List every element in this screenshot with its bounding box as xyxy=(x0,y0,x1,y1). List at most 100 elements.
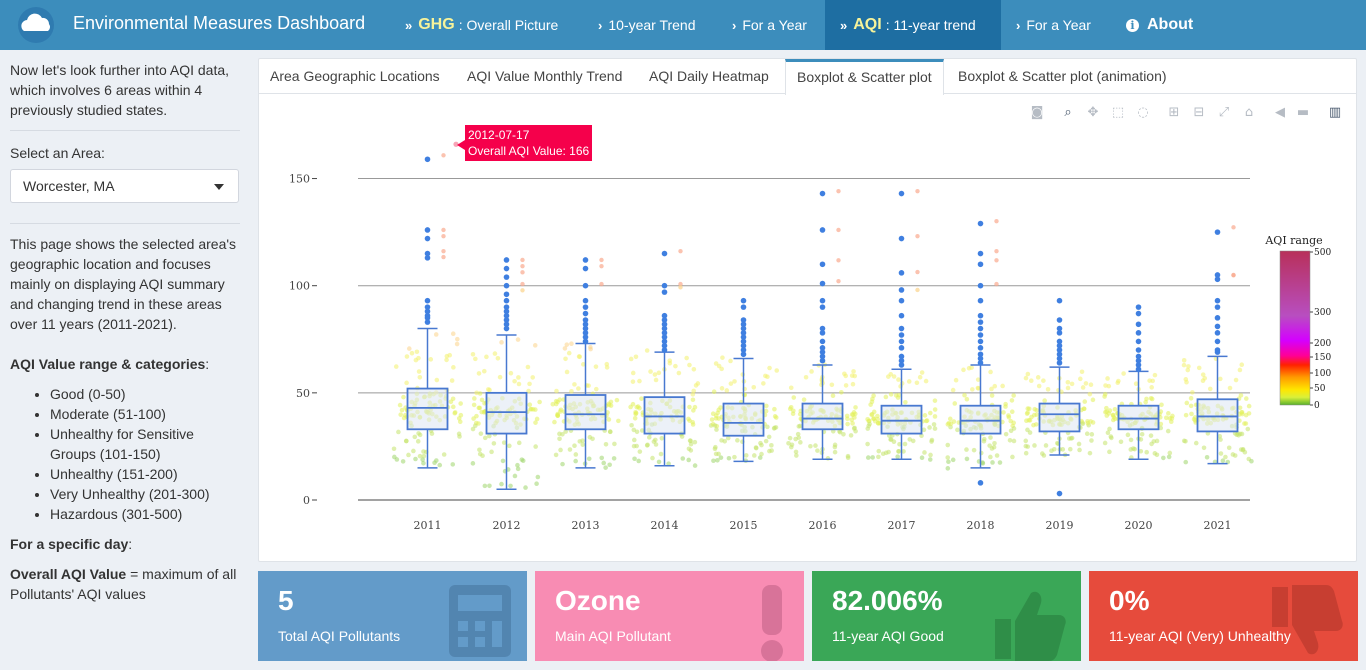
scatter-point xyxy=(1079,369,1085,375)
outlier-point xyxy=(740,317,747,323)
tab-bar: Area Geographic Locations AQI Value Month… xyxy=(259,59,1356,95)
scatter-point xyxy=(1181,358,1187,363)
scatter-point xyxy=(644,443,650,448)
scatter-point xyxy=(980,460,985,465)
scatter-point xyxy=(631,427,637,433)
scatter-point xyxy=(798,440,803,445)
scatter-point xyxy=(981,436,987,442)
scatter-point xyxy=(1183,377,1189,382)
scatter-point xyxy=(788,385,794,391)
scatter-point xyxy=(722,438,728,444)
outlier-point xyxy=(1214,229,1221,235)
nav-item-0[interactable]: » GHG: Overall Picture xyxy=(390,0,583,50)
lasso-icon[interactable]: ◌ xyxy=(1137,105,1149,120)
pan-icon[interactable]: ✥ xyxy=(1087,105,1099,120)
scatter-point xyxy=(441,248,446,254)
scatter-point xyxy=(1165,428,1171,434)
scatter-point xyxy=(573,452,579,457)
scatter-point xyxy=(1060,447,1066,452)
zoom-icon[interactable]: ⌕ xyxy=(1064,105,1072,120)
camera-icon[interactable]: ◙ xyxy=(1030,105,1044,120)
outlier-point xyxy=(1214,323,1221,330)
tab-2[interactable]: AQI Daily Heatmap xyxy=(649,68,769,84)
scatter-point xyxy=(684,355,689,361)
tab-4[interactable]: Boxplot & Scatter plot (animation) xyxy=(958,68,1167,84)
scatter-point xyxy=(479,397,485,403)
autoscale-icon[interactable]: ⤢ xyxy=(1218,105,1230,120)
tab-1[interactable]: AQI Value Monthly Trend xyxy=(467,68,623,84)
zoom-out-icon[interactable]: ⊟ xyxy=(1193,105,1205,120)
category-item: Good (0-50) xyxy=(50,384,240,404)
outlier-point xyxy=(661,282,668,289)
scatter-point xyxy=(477,391,483,396)
scatter-point xyxy=(533,444,538,449)
zoom-in-icon[interactable]: ⊞ xyxy=(1168,105,1180,120)
scatter-point xyxy=(971,447,977,453)
scatter-point xyxy=(644,348,650,353)
scatter-point xyxy=(880,451,886,457)
scatter-point xyxy=(988,454,993,460)
brand[interactable]: Environmental Measures Dashboard xyxy=(0,0,380,50)
scatter-point xyxy=(692,404,698,410)
outlier-point xyxy=(424,235,431,242)
scatter-point xyxy=(515,462,520,468)
scatter-point xyxy=(713,361,719,366)
plotly-logo-icon[interactable]: ▥ xyxy=(1328,105,1342,120)
nav-item-3[interactable]: » AQI: 11-year trend xyxy=(825,0,1001,50)
outlier-point xyxy=(1135,353,1142,360)
outlier-point xyxy=(819,190,826,197)
scatter-point xyxy=(1218,376,1223,382)
scatter-point xyxy=(763,438,769,444)
scatter-point xyxy=(1166,454,1172,460)
area-select[interactable]: Worcester, MA xyxy=(10,169,239,203)
scatter-point xyxy=(420,457,425,462)
outlier-point xyxy=(740,351,747,358)
scatter-point xyxy=(761,381,766,386)
scatter-point xyxy=(499,481,504,487)
outlier-point xyxy=(819,304,826,310)
scatter-point xyxy=(667,358,673,363)
scatter-point xyxy=(441,227,446,233)
scatter-point xyxy=(611,456,617,461)
hover-compare-icon[interactable]: ▬ xyxy=(1296,105,1310,120)
scatter-point xyxy=(633,411,638,417)
hover-closest-icon[interactable]: ◀ xyxy=(1275,105,1285,120)
outlier-point xyxy=(1135,347,1142,353)
nav-item-4[interactable]: › For a Year xyxy=(1001,0,1111,50)
scatter-point xyxy=(393,364,399,369)
scatter-point xyxy=(932,426,938,431)
scatter-point xyxy=(845,421,850,427)
nav-item-2[interactable]: › For a Year xyxy=(717,0,825,50)
thumbs-up-icon xyxy=(989,583,1069,661)
outlier-point xyxy=(1135,304,1142,310)
thumbs-down-icon xyxy=(1266,583,1346,661)
scatter-point xyxy=(553,398,559,404)
scatter-point xyxy=(1201,445,1207,451)
scatter-point xyxy=(630,370,636,376)
tab-0[interactable]: Area Geographic Locations xyxy=(270,68,440,84)
nav-item-1[interactable]: › 10-year Trend xyxy=(583,0,717,50)
tab-3[interactable]: Boxplot & Scatter plot xyxy=(785,59,944,95)
scatter-point xyxy=(871,393,876,398)
scatter-point xyxy=(970,387,975,392)
scatter-point xyxy=(952,401,958,406)
scatter-point xyxy=(1183,459,1189,465)
outlier-point xyxy=(1056,360,1063,366)
scatter-point xyxy=(489,449,494,455)
scatter-point xyxy=(520,270,525,275)
reset-axes-icon[interactable]: ⌂ xyxy=(1244,105,1254,120)
scatter-point xyxy=(1080,385,1086,390)
scatter-point xyxy=(975,377,981,382)
scatter-point xyxy=(763,408,769,414)
scatter-point xyxy=(815,448,820,453)
nav-item-5[interactable]: i About xyxy=(1111,0,1211,50)
scatter-point xyxy=(558,447,563,453)
outlier-point xyxy=(819,280,826,287)
outlier-point xyxy=(1056,338,1063,345)
tooltip-value: Overall AQI Value: 166 xyxy=(468,144,590,158)
scatter-point xyxy=(1042,398,1047,403)
x-tick-label: 2020 xyxy=(1125,519,1153,532)
outlier-point xyxy=(582,317,589,323)
box-select-icon[interactable]: ⬚ xyxy=(1111,105,1125,120)
scatter-point xyxy=(398,412,403,417)
